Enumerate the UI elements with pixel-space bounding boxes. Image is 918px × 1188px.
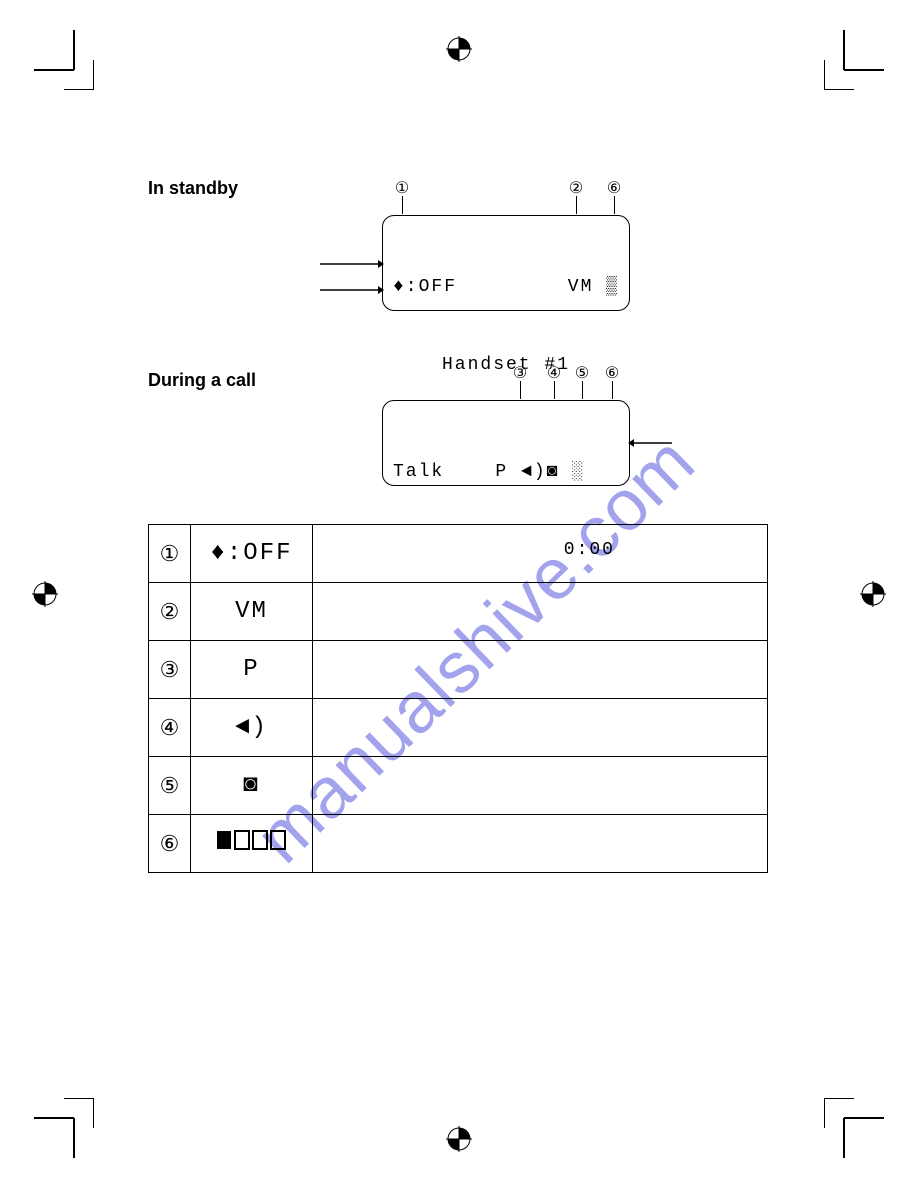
table-row: ⑥ <box>149 815 768 873</box>
tick-1 <box>402 196 403 214</box>
row-num: ⑥ <box>149 815 191 873</box>
callout-2: ② <box>566 178 586 198</box>
row-num: ① <box>149 525 191 583</box>
row-icon: ◙ <box>191 757 313 815</box>
row-desc <box>313 583 768 641</box>
row-desc <box>313 815 768 873</box>
registration-mark-top <box>446 36 472 62</box>
row-icon <box>191 815 313 873</box>
crop-mark-tl <box>34 30 94 90</box>
arrow-timer <box>628 438 672 439</box>
tick-2 <box>576 196 577 214</box>
icon-table: ① ♦:OFF ② VM ③ P ④ ◄) ⑤ ◙ ⑥ <box>148 524 768 873</box>
tick-3 <box>520 381 521 399</box>
row-num: ③ <box>149 641 191 699</box>
lcd-call: Talk P ◄)◙ ░ 0:00 <box>382 400 630 486</box>
arrow-handset <box>320 259 384 260</box>
callout-4: ④ <box>544 363 564 383</box>
row-icon: VM <box>191 583 313 641</box>
lcd-standby-ringer: ♦:OFF <box>393 274 457 300</box>
tick-6a <box>614 196 615 214</box>
row-desc <box>313 699 768 757</box>
table-row: ① ♦:OFF <box>149 525 768 583</box>
registration-mark-bottom <box>446 1126 472 1152</box>
row-icon: ◄) <box>191 699 313 757</box>
row-num: ④ <box>149 699 191 757</box>
table-row: ③ P <box>149 641 768 699</box>
lcd-call-line1: Talk P ◄)◙ ░ <box>393 459 619 485</box>
callout-3: ③ <box>510 363 530 383</box>
table-row: ⑤ ◙ <box>149 757 768 815</box>
tick-4 <box>554 381 555 399</box>
row-desc <box>313 525 768 583</box>
crop-mark-br <box>824 1098 884 1158</box>
battery-icon <box>217 829 287 859</box>
crop-mark-bl <box>34 1098 94 1158</box>
row-num: ② <box>149 583 191 641</box>
callout-6b: ⑥ <box>602 363 622 383</box>
table-row: ② VM <box>149 583 768 641</box>
registration-mark-left <box>32 581 58 607</box>
row-desc <box>313 757 768 815</box>
table-row: ④ ◄) <box>149 699 768 757</box>
callout-5: ⑤ <box>572 363 592 383</box>
lcd-standby: ♦:OFF VM ▒ Handset #1 New CID: 5 <box>382 215 630 311</box>
lcd-standby-vm: VM ▒ <box>568 274 619 300</box>
crop-mark-tr <box>824 30 884 90</box>
row-num: ⑤ <box>149 757 191 815</box>
heading-standby: In standby <box>148 178 238 199</box>
row-icon: P <box>191 641 313 699</box>
callout-1: ① <box>392 178 412 198</box>
registration-mark-right <box>860 581 886 607</box>
arrow-cid <box>320 285 384 286</box>
heading-during-call: During a call <box>148 370 256 391</box>
tick-6b <box>612 381 613 399</box>
tick-5 <box>582 381 583 399</box>
row-icon: ♦:OFF <box>191 525 313 583</box>
row-desc <box>313 641 768 699</box>
callout-6a: ⑥ <box>604 178 624 198</box>
